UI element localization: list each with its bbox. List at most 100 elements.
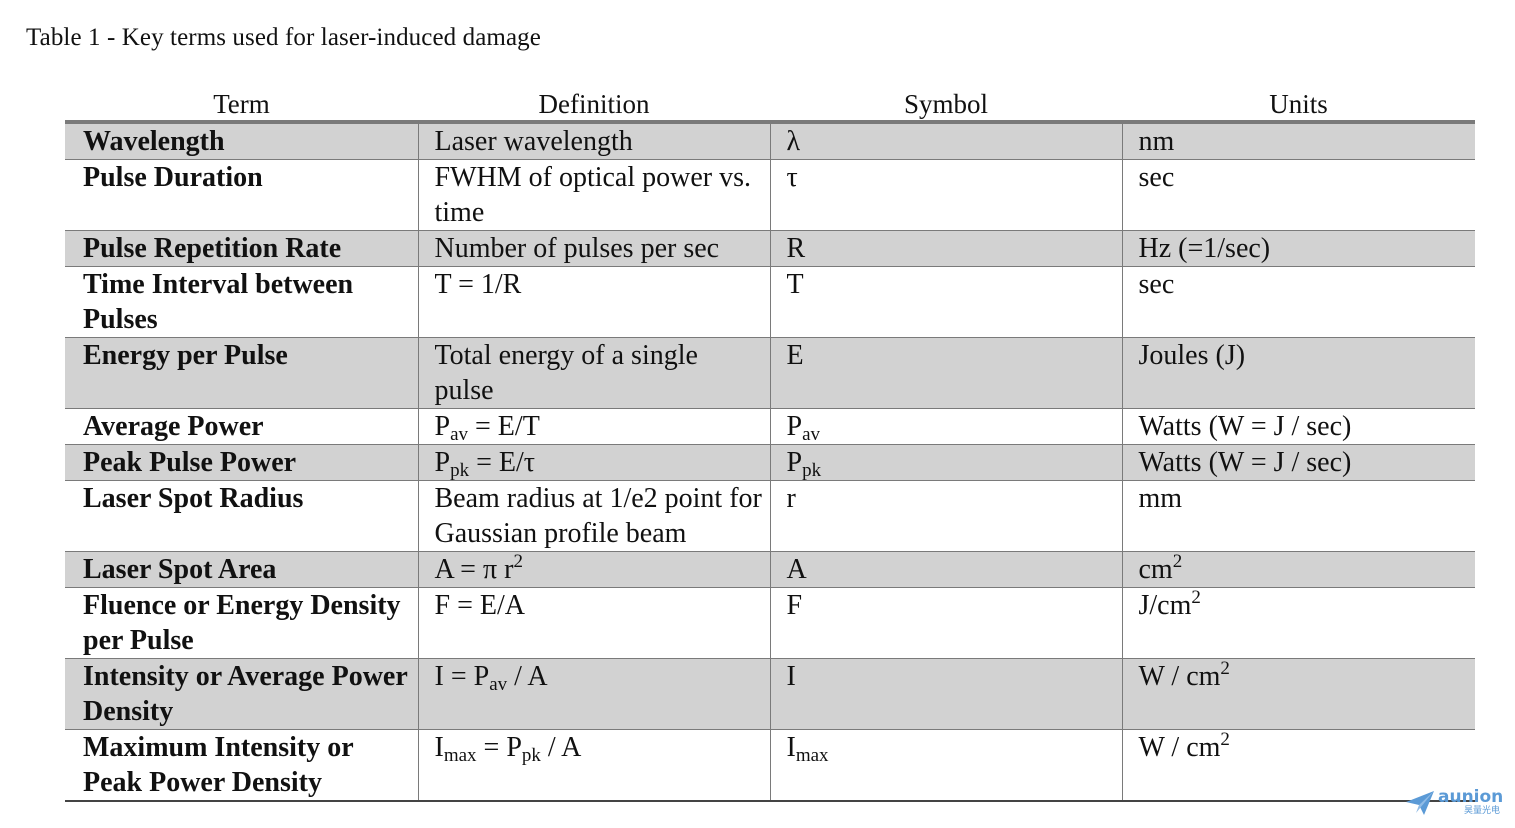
- definition-cell: Beam radius at 1/e2 point for Gaussian p…: [417, 480, 770, 552]
- header-symbol: Symbol: [770, 86, 1122, 124]
- term-cell: Peak Pulse Power: [65, 444, 418, 481]
- table-row: Laser Spot Area A = π r2 A cm2: [65, 551, 1475, 588]
- units-cell: W / cm2: [1121, 729, 1475, 802]
- units-cell: Watts (W = J / sec): [1121, 408, 1475, 445]
- symbol-cell: Imax: [769, 729, 1122, 802]
- units-cell: W / cm2: [1121, 658, 1475, 730]
- symbol-base: P: [786, 411, 803, 442]
- term-cell: Intensity or Average Power Density: [65, 658, 418, 730]
- term-cell: Time Interval between Pulses: [65, 266, 418, 338]
- symbol-cell: A: [769, 551, 1122, 588]
- table-row: Laser Spot Radius Beam radius at 1/e2 po…: [65, 480, 1475, 552]
- symbol-cell: R: [769, 230, 1122, 267]
- table-row: Intensity or Average Power Density I = P…: [65, 658, 1475, 730]
- term-cell: Energy per Pulse: [65, 337, 418, 409]
- symbol-cell: λ: [769, 121, 1122, 160]
- definition-cell: Total energy of a single pulse: [417, 337, 770, 409]
- formula-base: A = π r: [434, 554, 514, 585]
- units-superscript: 2: [1191, 587, 1201, 608]
- formula-rest: = E/T: [468, 411, 540, 442]
- formula-mid: = P: [476, 732, 522, 763]
- formula-base: I: [434, 732, 444, 763]
- table-caption: Table 1 - Key terms used for laser-induc…: [26, 24, 541, 51]
- watermark-word: aunion: [1438, 787, 1504, 807]
- units-cell: sec: [1121, 159, 1475, 231]
- formula-rest: / A: [540, 732, 582, 763]
- symbol-cell: I: [769, 658, 1122, 730]
- formula-rest: / A: [507, 661, 548, 692]
- units-cell: sec: [1121, 266, 1475, 338]
- formula-subscript: max: [443, 745, 477, 766]
- units-cell: Joules (J): [1121, 337, 1475, 409]
- symbol-cell: τ: [769, 159, 1122, 231]
- units-cell: nm: [1121, 121, 1475, 160]
- symbol-cell: Ppk: [769, 444, 1122, 481]
- symbol-subscript: max: [795, 745, 829, 766]
- definition-cell: A = π r2: [417, 551, 770, 588]
- units-base: cm: [1138, 554, 1173, 585]
- symbol-cell: E: [769, 337, 1122, 409]
- symbol-cell: r: [769, 480, 1122, 552]
- paper-plane-icon: [1406, 791, 1434, 815]
- units-superscript: 2: [1172, 551, 1183, 572]
- formula-subscript: pk: [450, 460, 470, 481]
- units-cell: cm2: [1121, 551, 1475, 588]
- symbol-base: I: [786, 732, 796, 763]
- units-base: J/cm: [1138, 590, 1192, 621]
- table-row: Peak Pulse Power Ppk = E/τ Ppk Watts (W …: [65, 444, 1475, 481]
- definition-cell: Imax = Ppk / A: [417, 729, 770, 802]
- formula-base: P: [434, 447, 451, 478]
- formula-subscript: av: [489, 674, 508, 695]
- table-row: Energy per Pulse Total energy of a singl…: [65, 337, 1475, 409]
- table-row: Pulse Duration FWHM of optical power vs.…: [65, 159, 1475, 231]
- term-cell: Maximum Intensity or Peak Power Density: [65, 729, 418, 802]
- header-row: Term Definition Symbol Units: [65, 86, 1475, 124]
- term-cell: Laser Spot Radius: [65, 480, 418, 552]
- formula-base: I = P: [434, 661, 490, 692]
- watermark-subtitle: 昊量光电: [1464, 806, 1501, 816]
- units-base: W / cm: [1138, 732, 1221, 763]
- symbol-base: P: [786, 447, 803, 478]
- table-row: Maximum Intensity or Peak Power Density …: [65, 729, 1475, 802]
- symbol-cell: F: [769, 587, 1122, 659]
- definition-cell: F = E/A: [417, 587, 770, 659]
- symbol-subscript: pk: [802, 460, 822, 481]
- table-row: Average Power Pav = E/T Pav Watts (W = J…: [65, 408, 1475, 445]
- formula-superscript: 2: [513, 551, 523, 572]
- formula-rest: = E/τ: [469, 447, 536, 478]
- table-row: Fluence or Energy Density per Pulse F = …: [65, 587, 1475, 659]
- formula-subscript: pk: [521, 745, 541, 766]
- table-row: Time Interval between Pulses T = 1/R T s…: [65, 266, 1475, 338]
- term-cell: Pulse Repetition Rate: [65, 230, 418, 267]
- header-units: Units: [1122, 86, 1475, 124]
- units-superscript: 2: [1220, 729, 1230, 750]
- definition-cell: Laser wavelength: [417, 121, 770, 160]
- units-superscript: 2: [1220, 658, 1230, 679]
- term-cell: Fluence or Energy Density per Pulse: [65, 587, 418, 659]
- watermark-logo: aunion 昊量光电: [1404, 786, 1508, 820]
- symbol-subscript: av: [802, 424, 821, 445]
- definition-cell: I = Pav / A: [417, 658, 770, 730]
- key-terms-table: Term Definition Symbol Units Wavelength …: [65, 86, 1475, 802]
- units-cell: Watts (W = J / sec): [1121, 444, 1475, 481]
- units-base: W / cm: [1138, 661, 1221, 692]
- formula-base: P: [434, 411, 451, 442]
- units-cell: Hz (=1/sec): [1121, 230, 1475, 267]
- units-cell: mm: [1121, 480, 1475, 552]
- table-row: Pulse Repetition Rate Number of pulses p…: [65, 230, 1475, 267]
- header-definition: Definition: [418, 86, 770, 124]
- units-cell: J/cm2: [1121, 587, 1475, 659]
- table-row: Wavelength Laser wavelength λ nm: [65, 121, 1475, 160]
- term-cell: Wavelength: [65, 121, 418, 160]
- definition-cell: Pav = E/T: [417, 408, 770, 445]
- term-cell: Average Power: [65, 408, 418, 445]
- term-cell: Pulse Duration: [65, 159, 418, 231]
- definition-cell: FWHM of optical power vs. time: [417, 159, 770, 231]
- symbol-cell: T: [769, 266, 1122, 338]
- symbol-cell: Pav: [769, 408, 1122, 445]
- term-cell: Laser Spot Area: [65, 551, 418, 588]
- formula-subscript: av: [450, 424, 469, 445]
- definition-cell: Ppk = E/τ: [417, 444, 770, 481]
- header-term: Term: [65, 86, 418, 124]
- definition-cell: Number of pulses per sec: [417, 230, 770, 267]
